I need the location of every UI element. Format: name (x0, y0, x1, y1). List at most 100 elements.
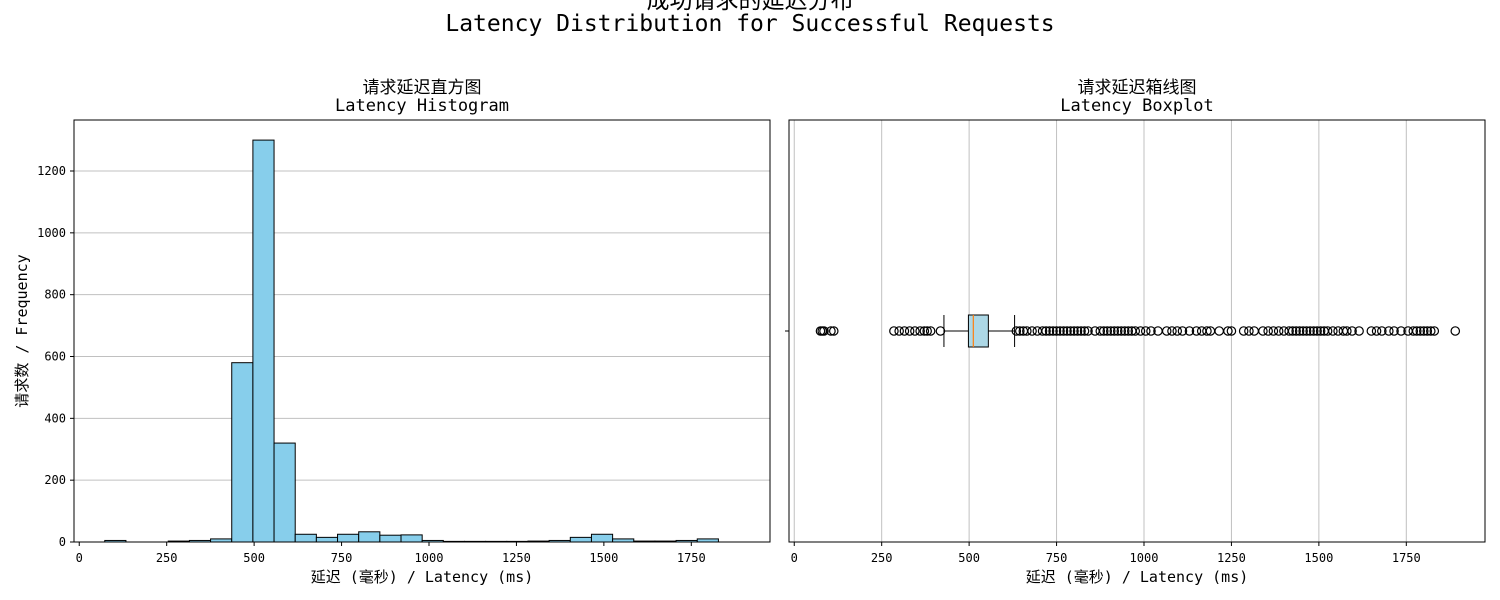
boxplot-xtick-label: 1500 (1304, 551, 1333, 565)
boxplot-outlier (1284, 326, 1294, 336)
histogram-ytick-label: 1000 (37, 226, 66, 240)
boxplot-outlier (1396, 326, 1406, 336)
boxplot-outlier (1102, 326, 1113, 336)
histogram-xlabel: 延迟 (毫秒) / Latency (ms) (311, 568, 534, 586)
boxplot-outlier (1058, 326, 1069, 336)
boxplot-ticks: 0 250 500 750 1000 1250 1500 1750 (785, 330, 1421, 565)
histogram-bar (231, 362, 254, 543)
boxplot-outlier (1249, 326, 1259, 336)
boxplot-xtick-label: 250 (871, 551, 893, 565)
boxplot-outlier (1422, 326, 1433, 336)
boxplot-outlier (1177, 326, 1188, 336)
histogram-ytick-label: 200 (44, 473, 66, 487)
boxplot-frame (788, 119, 1486, 543)
boxplot-outlier (1065, 326, 1076, 336)
histogram-ticks: 0 250 500 750 1000 1250 1500 1750 0 200 400 600 800 1… (37, 164, 706, 565)
boxplot-outlier (1287, 326, 1298, 336)
boxplot-outlier (1172, 326, 1183, 336)
boxplot-gridlines (793, 120, 1407, 542)
boxplot-outlier (1146, 326, 1156, 336)
boxplot-outlier (1371, 326, 1382, 336)
boxplot-outlier (1022, 326, 1032, 336)
boxplot-xlabel: 延迟 (毫秒) / Latency (ms) (1026, 568, 1249, 586)
boxplot-outlier (1366, 326, 1377, 336)
boxplot-outlier (1202, 326, 1212, 336)
boxplot-xtick-label: 0 (791, 551, 798, 565)
boxplot-outlier (1450, 326, 1461, 336)
histogram-bar (337, 533, 360, 543)
boxplot-outlier (1109, 326, 1120, 336)
boxplot-outlier (1429, 326, 1440, 336)
boxplot-outlier (1105, 326, 1116, 336)
boxplot-outlier (1062, 326, 1072, 336)
boxplot-xtick-label: 1750 (1392, 551, 1421, 565)
boxplot-outlier (922, 326, 932, 336)
boxplot-outlier (1301, 326, 1312, 336)
boxplot-outlier (1130, 326, 1141, 336)
boxplot-outlier (1308, 326, 1319, 336)
boxplot-outlier (1298, 326, 1308, 336)
histogram-xtick-label: 1750 (677, 551, 706, 565)
boxplot-outlier (1051, 326, 1062, 336)
boxplot-title-zh: 请求延迟箱线图 (1078, 78, 1197, 98)
boxplot-outlier (1083, 326, 1093, 336)
boxplot-outlier (1161, 326, 1172, 336)
boxplot-outlier (1263, 326, 1273, 336)
boxplot-outlier (1389, 326, 1399, 336)
boxplot-outlier (1315, 326, 1326, 336)
boxplot-outlier (1079, 326, 1090, 336)
boxplot-outlier (1072, 326, 1083, 336)
histogram-gridlines (74, 170, 770, 543)
histogram-xtick-label: 1000 (415, 551, 444, 565)
boxplot-outlier (915, 326, 925, 336)
boxplot-outlier (1119, 326, 1130, 336)
histogram-bar (590, 533, 614, 543)
boxplot-outlier (904, 326, 915, 336)
boxplot-outlier (889, 326, 899, 336)
boxplot-outlier (1322, 326, 1333, 336)
boxplot-outlier (1384, 326, 1394, 336)
boxplot-outlier (1095, 326, 1106, 336)
histogram-ytick-label: 0 (59, 535, 66, 549)
boxplot-outlier (1258, 326, 1268, 336)
histogram-xtick-label: 1250 (502, 551, 531, 565)
histogram-ytick-label: 400 (44, 411, 66, 425)
boxplot-outlier (1354, 326, 1364, 336)
histogram-bars (104, 139, 719, 543)
boxplot-outlier (1140, 326, 1151, 336)
boxplot-xtick-label: 750 (1046, 551, 1068, 565)
boxplot-outlier (1214, 326, 1224, 336)
histogram-xtick-label: 1500 (589, 551, 618, 565)
boxplot-outlier (899, 326, 910, 336)
histogram-xtick-label: 0 (76, 551, 83, 565)
boxplot-outlier (1135, 326, 1146, 336)
boxplot-outlier (1347, 326, 1357, 336)
histogram-ytick-label: 800 (44, 288, 66, 302)
boxplot-outlier (1116, 326, 1127, 336)
histogram-ytick-label: 1200 (37, 164, 66, 178)
boxplot-outlier (1048, 326, 1058, 336)
histogram-frame (73, 119, 771, 543)
boxplot-outlier (1273, 326, 1284, 336)
boxplot-outlier (1291, 326, 1301, 336)
histogram-bar (252, 139, 275, 543)
boxplot-outlier (1377, 326, 1387, 336)
histogram-bar (379, 534, 402, 543)
histogram-bar (358, 531, 381, 543)
boxplot-outlier (1044, 326, 1055, 336)
boxplot-outlier (1069, 326, 1079, 336)
boxplot-title-en: Latency Boxplot (1060, 96, 1214, 116)
boxplot-outlier (1015, 326, 1025, 336)
boxplot-outlier (1226, 326, 1237, 336)
histogram-bar (273, 442, 296, 543)
boxplot-outlier (1425, 326, 1436, 336)
boxplot-outlier (1415, 326, 1426, 336)
boxplot-outlier (1184, 326, 1195, 336)
boxplot-outlier (1167, 326, 1177, 336)
boxplot-box (967, 314, 989, 348)
boxplot-outlier (1112, 326, 1123, 336)
boxplot-outlier (1328, 326, 1338, 336)
boxplot-outlier (1408, 326, 1419, 336)
histogram-ylabel: 请求数 / Frequency (13, 254, 31, 407)
boxplot-outlier (1305, 326, 1315, 336)
